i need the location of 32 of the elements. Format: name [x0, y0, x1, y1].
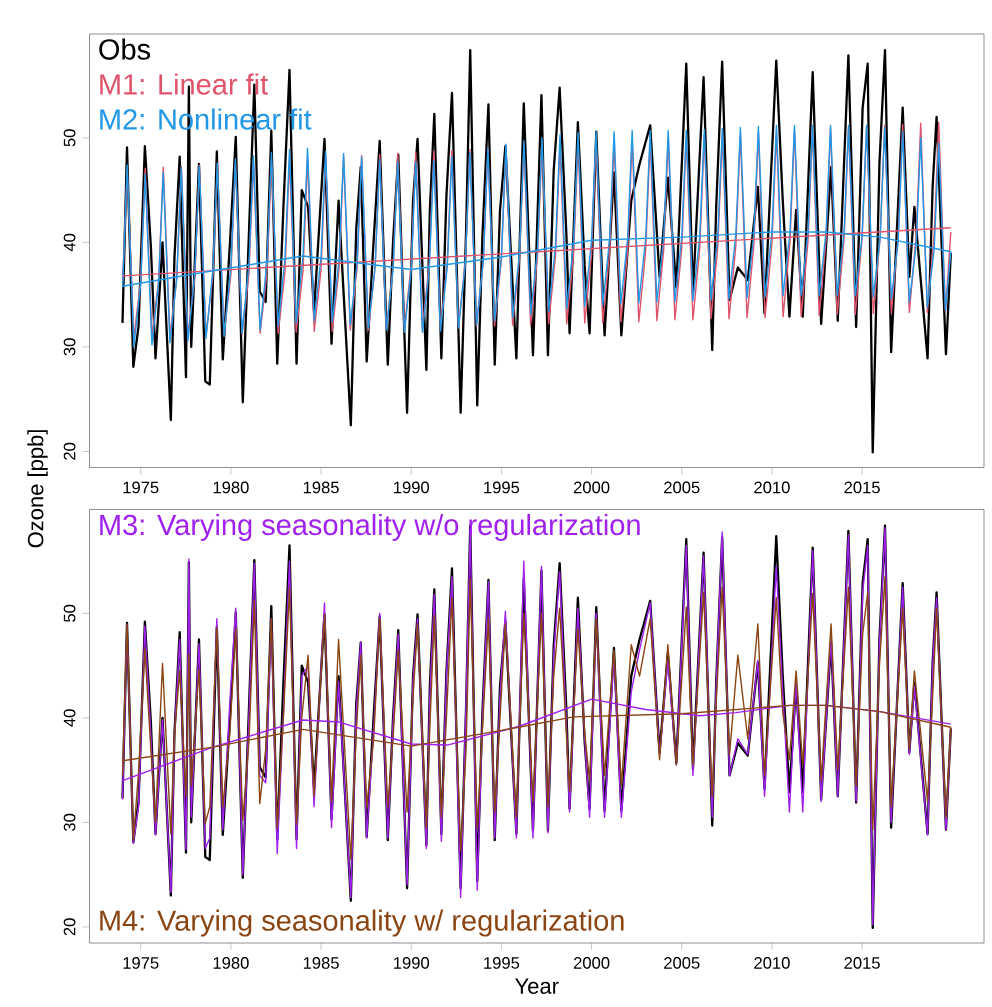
- y-tick-label: 30: [63, 338, 76, 356]
- x-tick-label: 2005: [664, 957, 700, 969]
- y-tick-label: 20: [63, 442, 76, 460]
- x-tick-label: 2010: [754, 957, 790, 969]
- y-tick-label: 30: [63, 813, 76, 831]
- y-tick-label: 40: [63, 233, 76, 252]
- x-tick-label: 2015: [844, 957, 880, 969]
- y-tick-label: 50: [63, 129, 76, 147]
- x-axis-title: Year: [515, 978, 559, 994]
- y-tick-label: 50: [63, 604, 76, 622]
- x-tick-label: 1995: [484, 957, 520, 969]
- x-tick-label: 1985: [303, 957, 339, 969]
- x-tick-label: 2000: [573, 481, 610, 494]
- x-tick-label: 1990: [394, 481, 430, 494]
- y-axis-title: Ozone [ppb]: [27, 430, 48, 548]
- x-tick-label: 2015: [844, 481, 880, 494]
- x-tick-label: 2010: [754, 481, 790, 494]
- x-tick-label: 1995: [484, 481, 520, 494]
- x-tick-label: 1985: [303, 481, 339, 494]
- series-label: Obs: [99, 38, 151, 60]
- x-tick-label: 1980: [213, 957, 249, 969]
- y-tick-label: 40: [63, 709, 76, 727]
- x-tick-label: 1975: [123, 957, 159, 969]
- series-label: M3: Varying seasonality w/o regularization: [100, 513, 640, 541]
- text: M1: Linear fit: [100, 73, 268, 95]
- x-tick-label: 2005: [664, 481, 700, 494]
- x-tick-label: 1975: [123, 481, 159, 494]
- x-tick-label: 2000: [573, 957, 610, 969]
- y-tick-label: 20: [63, 918, 76, 936]
- text: M4: Varying seasonality w/ regularization: [100, 909, 624, 937]
- x-tick-label: 1990: [394, 957, 430, 969]
- x-tick-label: 1980: [213, 481, 249, 494]
